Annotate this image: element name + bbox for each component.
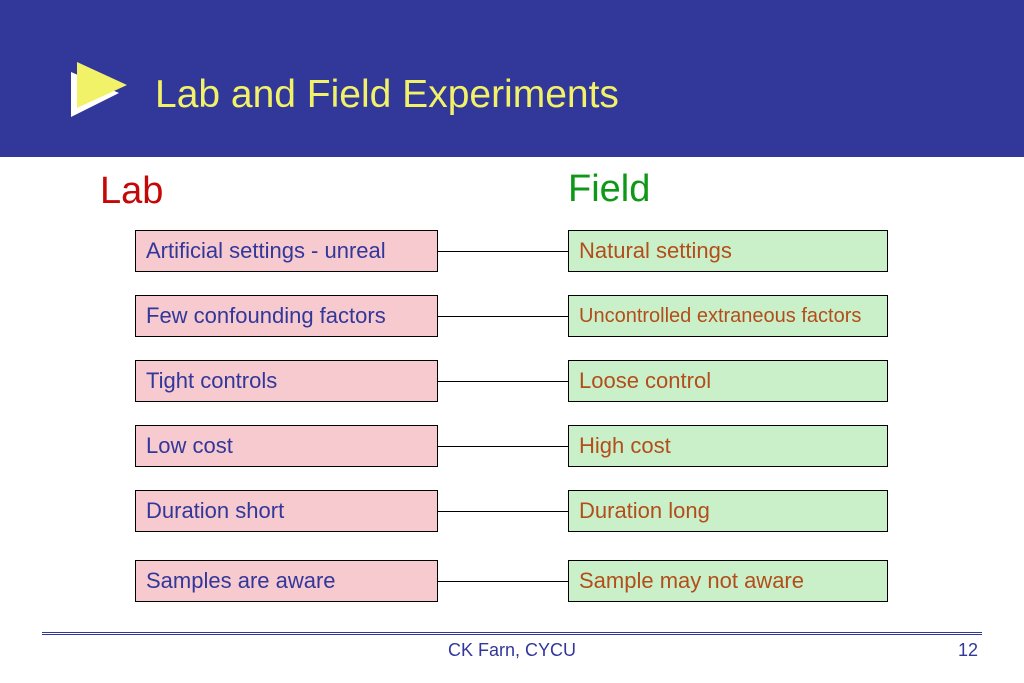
comparison-row: Artificial settings - unreal Natural sett… bbox=[0, 230, 1024, 274]
comparison-row: Few confounding factors Uncontrolled extr… bbox=[0, 295, 1024, 339]
field-box-text: Duration long bbox=[579, 498, 710, 524]
slide-title: Lab and Field Experiments bbox=[155, 73, 619, 117]
connector-line bbox=[438, 511, 568, 512]
lab-box: Few confounding factors bbox=[135, 295, 438, 337]
connector-line bbox=[438, 381, 568, 382]
connector-line bbox=[438, 251, 568, 252]
lab-box-text: Samples are aware bbox=[146, 568, 336, 594]
lab-box: Tight controls bbox=[135, 360, 438, 402]
lab-column-header: Lab bbox=[100, 170, 163, 213]
footer-author: CK Farn, CYCU bbox=[0, 640, 1024, 661]
field-box-text: High cost bbox=[579, 433, 671, 459]
bullet-arrow-icon bbox=[65, 62, 135, 122]
connector-line bbox=[438, 581, 568, 582]
connector-line bbox=[438, 446, 568, 447]
comparison-row: Low cost High cost bbox=[0, 425, 1024, 469]
lab-box-text: Duration short bbox=[146, 498, 284, 524]
field-column-header: Field bbox=[568, 168, 650, 211]
field-box: Loose control bbox=[568, 360, 888, 402]
lab-box: Low cost bbox=[135, 425, 438, 467]
field-box-text: Uncontrolled extraneous factors bbox=[579, 305, 861, 328]
lab-box: Artificial settings - unreal bbox=[135, 230, 438, 272]
footer-page-number: 12 bbox=[958, 640, 978, 661]
footer-divider bbox=[42, 632, 982, 635]
comparison-row: Samples are aware Sample may not aware bbox=[0, 560, 1024, 604]
field-box-text: Sample may not aware bbox=[579, 568, 804, 594]
field-box: High cost bbox=[568, 425, 888, 467]
comparison-row: Duration short Duration long bbox=[0, 490, 1024, 534]
slide: Lab and Field Experiments Lab Field Arti… bbox=[0, 0, 1024, 683]
connector-line bbox=[438, 316, 568, 317]
lab-box-text: Few confounding factors bbox=[146, 303, 386, 329]
comparison-row: Tight controls Loose control bbox=[0, 360, 1024, 404]
lab-box-text: Low cost bbox=[146, 433, 233, 459]
field-box: Duration long bbox=[568, 490, 888, 532]
field-box: Sample may not aware bbox=[568, 560, 888, 602]
field-box: Uncontrolled extraneous factors bbox=[568, 295, 888, 337]
field-box-text: Loose control bbox=[579, 368, 711, 394]
lab-box-text: Artificial settings - unreal bbox=[146, 238, 386, 264]
field-box: Natural settings bbox=[568, 230, 888, 272]
field-box-text: Natural settings bbox=[579, 238, 732, 264]
lab-box: Samples are aware bbox=[135, 560, 438, 602]
lab-box-text: Tight controls bbox=[146, 368, 277, 394]
lab-box: Duration short bbox=[135, 490, 438, 532]
